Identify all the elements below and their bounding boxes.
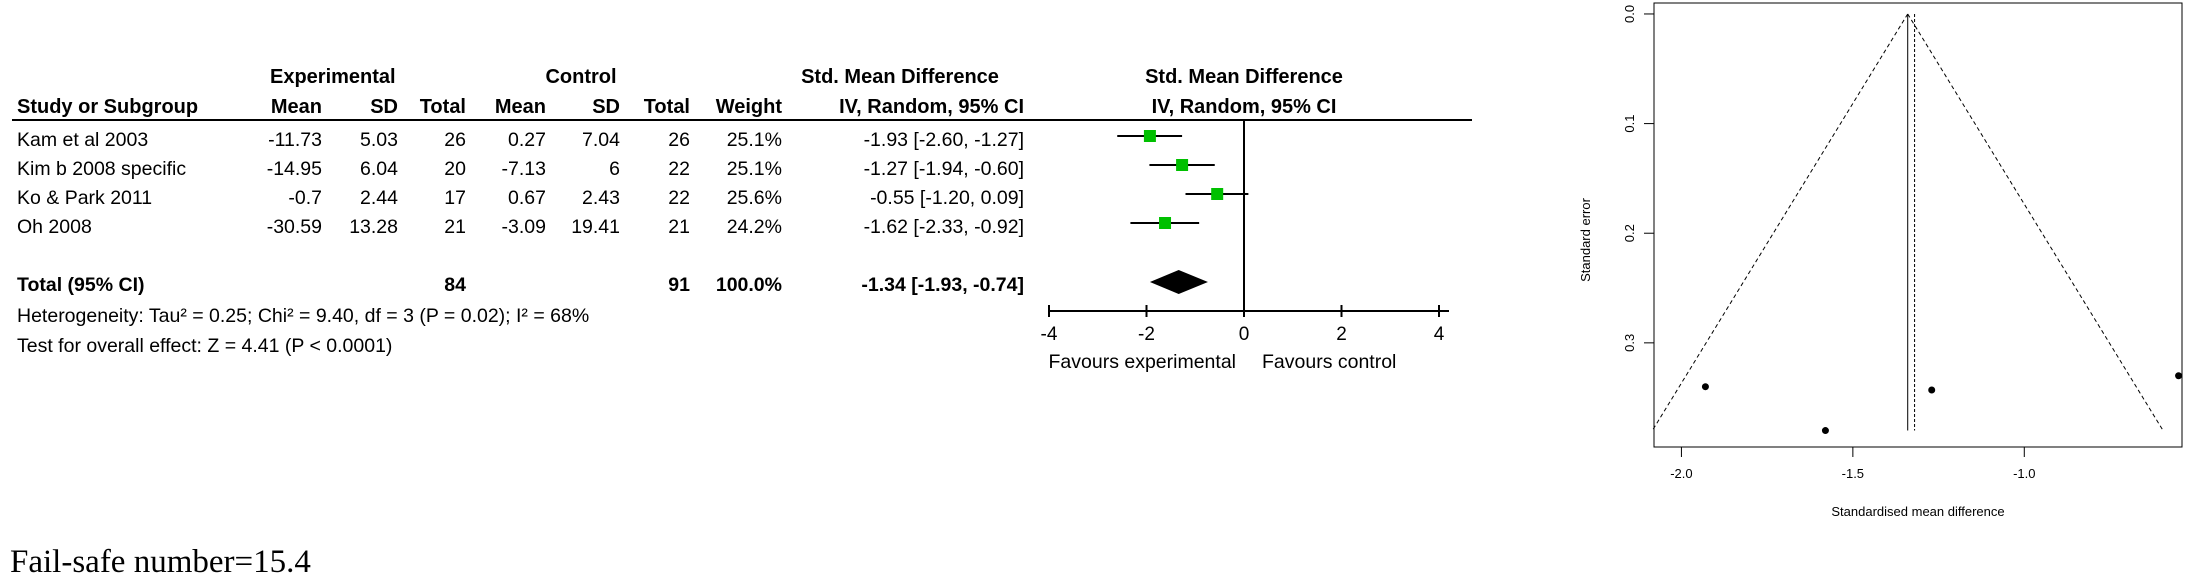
control-header: Control	[545, 66, 617, 88]
row-exp-sd: 13.28	[349, 216, 398, 238]
col-ctl-total: Total	[643, 96, 690, 118]
funnel-right-limit	[1907, 13, 2164, 431]
row-exp-sd: 6.04	[360, 158, 398, 180]
failsafe-text: Fail-safe number=15.4	[10, 544, 311, 580]
col-exp-sd: SD	[370, 96, 398, 118]
row-weight: 25.1%	[726, 129, 782, 151]
funnel-plot: -2.0 -1.5 -1.0 0.0 0.1 0.2 0.3 Standardised mea…	[1580, 2, 2183, 519]
favours-experimental-label: Favours experimental	[1049, 351, 1237, 373]
row-ctl-mean: 0.67	[508, 187, 546, 209]
row-ctl-total: 26	[668, 129, 690, 151]
header-rule	[12, 119, 1472, 121]
favours-control-label: Favours control	[1262, 351, 1396, 373]
col-study: Study or Subgroup	[17, 96, 199, 118]
row-exp-mean: -0.7	[288, 187, 322, 209]
heterogeneity-text: Heterogeneity: Tau² = 0.25; Chi² = 9.40,…	[17, 305, 590, 327]
smd-header-right: Std. Mean Difference	[1145, 66, 1343, 88]
funnel-left-limit	[1651, 13, 1909, 431]
smd-header-left: Std. Mean Difference	[801, 66, 999, 88]
total-exp: 84	[444, 274, 466, 296]
row-ctl-sd: 7.04	[582, 129, 620, 151]
funnel-y-axis-label: Standard error	[1580, 197, 1593, 281]
total-ctl: 91	[668, 274, 690, 296]
total-ci: -1.34 [-1.93, -0.74]	[861, 274, 1024, 296]
funnel-y-tick-label: 0.2	[1622, 224, 1637, 242]
row-ctl-mean: -7.13	[501, 158, 546, 180]
total-label: Total (95% CI)	[17, 274, 145, 296]
row-ctl-sd: 2.43	[582, 187, 620, 209]
funnel-study-point	[2175, 372, 2183, 380]
row-study: Kim b 2008 specific	[17, 158, 187, 180]
row-exp-total: 17	[444, 187, 466, 209]
row-ctl-sd: 19.41	[571, 216, 620, 238]
col-weight: Weight	[715, 96, 782, 118]
row-ctl-total: 22	[668, 158, 690, 180]
funnel-plot-frame	[1653, 2, 2183, 448]
funnel-study-point	[1821, 427, 1829, 435]
row-ci: -1.93 [-2.60, -1.27]	[863, 129, 1024, 151]
total-weight: 100.0%	[715, 274, 782, 296]
row-exp-sd: 5.03	[360, 129, 398, 151]
forest-tick-label: 0	[1239, 324, 1250, 345]
row-ctl-mean: -3.09	[501, 216, 546, 238]
forest-tick-label: -4	[1041, 324, 1058, 345]
forest-tick-label: 4	[1434, 324, 1445, 345]
row-ctl-sd: 6	[609, 158, 620, 180]
study-point	[1176, 159, 1189, 171]
study-point	[1143, 130, 1156, 142]
funnel-x-tick-label: -1.0	[2013, 466, 2035, 481]
study-point	[1211, 188, 1224, 200]
row-exp-total: 20	[444, 158, 466, 180]
row-study: Kam et al 2003	[17, 129, 149, 151]
col-ctl-mean: Mean	[494, 96, 546, 118]
pooled-diamond	[1149, 270, 1208, 294]
funnel-y-tick-label: 0.0	[1622, 5, 1637, 23]
experimental-header: Experimental	[270, 66, 396, 88]
study-point	[1159, 217, 1172, 229]
col-ctl-sd: SD	[592, 96, 620, 118]
row-weight: 25.1%	[726, 158, 782, 180]
col-exp-mean: Mean	[270, 96, 322, 118]
row-exp-total: 21	[444, 216, 466, 238]
forest-tick-label: 2	[1336, 324, 1347, 345]
row-exp-mean: -11.73	[268, 129, 322, 151]
funnel-x-tick-label: -1.5	[1842, 466, 1864, 481]
forest-tick-label: -2	[1138, 324, 1155, 345]
row-ctl-total: 21	[668, 216, 690, 238]
funnel-study-point	[1701, 383, 1709, 391]
row-exp-total: 26	[444, 129, 466, 151]
row-study: Oh 2008	[17, 216, 92, 238]
row-exp-mean: -30.59	[266, 216, 322, 238]
row-ci: -0.55 [-1.20, 0.09]	[870, 187, 1024, 209]
row-study: Ko & Park 2011	[17, 187, 153, 209]
funnel-x-axis-label: Standardised mean difference	[1831, 504, 2004, 519]
col-exp-total: Total	[419, 96, 466, 118]
row-ctl-mean: 0.27	[508, 129, 546, 151]
funnel-y-tick-label: 0.1	[1622, 115, 1637, 133]
funnel-study-point	[1928, 386, 1936, 394]
col-ci-left: IV, Random, 95% CI	[839, 96, 1024, 118]
row-exp-mean: -14.95	[266, 158, 322, 180]
funnel-x-tick-label: -2.0	[1670, 466, 1692, 481]
row-weight: 24.2%	[726, 216, 782, 238]
row-exp-sd: 2.44	[360, 187, 398, 209]
row-weight: 25.6%	[726, 187, 782, 209]
row-ci: -1.27 [-1.94, -0.60]	[863, 158, 1024, 180]
row-ctl-total: 22	[668, 187, 690, 209]
funnel-y-tick-label: 0.3	[1622, 334, 1637, 352]
row-ci: -1.62 [-2.33, -0.92]	[863, 216, 1024, 238]
forest-plot: -4 -2 0 2 4 Favours experimental Favours contr…	[1041, 121, 1449, 373]
overall-effect-text: Test for overall effect: Z = 4.41 (P < 0…	[17, 335, 393, 357]
col-ci-right: IV, Random, 95% CI	[1151, 96, 1337, 118]
